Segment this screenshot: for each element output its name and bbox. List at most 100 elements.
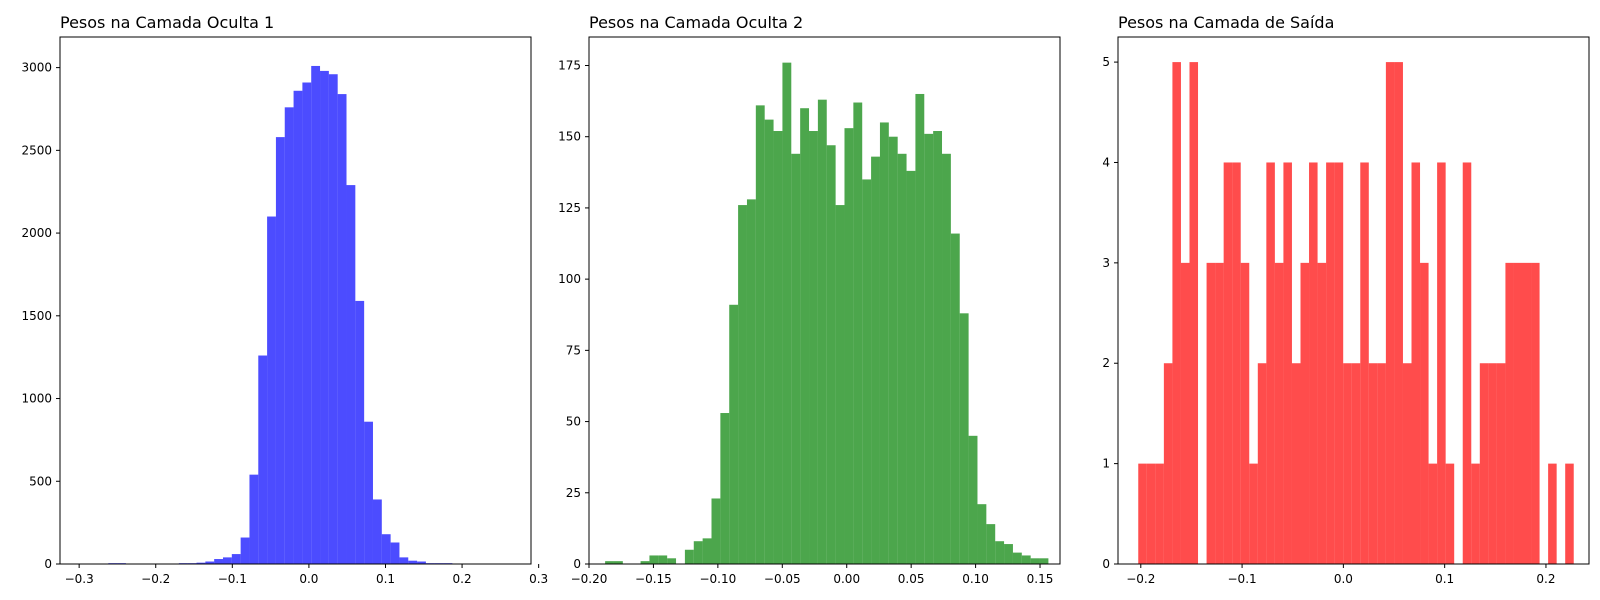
- histogram-bar: [888, 136, 898, 564]
- histogram-bar: [1488, 363, 1497, 564]
- histogram-bar: [1232, 162, 1241, 564]
- histogram-bar: [693, 541, 703, 564]
- histogram-bar: [826, 145, 836, 564]
- histogram-bar: [267, 216, 276, 564]
- histogram-bar: [1172, 62, 1181, 564]
- histogram-bar: [337, 94, 347, 564]
- histogram-bar: [240, 537, 250, 564]
- x-tick-label: 0.1: [376, 572, 395, 586]
- histogram-bar: [1548, 463, 1557, 564]
- x-tick-label: 0.00: [833, 572, 860, 586]
- histogram-bar: [817, 99, 827, 564]
- histogram-bar: [924, 133, 934, 564]
- histogram-bar: [933, 131, 943, 564]
- histogram-bar: [959, 313, 969, 564]
- histogram-bar: [1012, 552, 1022, 564]
- histogram-bar: [711, 498, 721, 564]
- histogram-bar: [1411, 162, 1421, 564]
- y-tick-label: 5: [1102, 55, 1110, 69]
- histogram-bar: [320, 70, 329, 565]
- y-tick-label: 0: [573, 557, 581, 571]
- x-tick-label: −0.2: [141, 572, 170, 586]
- x-tick-label: 0.2: [1536, 572, 1555, 586]
- histogram-bar: [950, 233, 960, 564]
- histogram-bar: [1004, 544, 1013, 564]
- x-tick-label: −0.15: [635, 572, 672, 586]
- histogram-bar: [1300, 262, 1310, 564]
- histogram-bar: [897, 153, 907, 564]
- histogram-bar: [1471, 463, 1480, 564]
- histogram-bar: [372, 499, 382, 564]
- histogram-bar: [640, 561, 650, 564]
- x-tick-label: 0.1: [1435, 572, 1454, 586]
- histogram-bar: [995, 541, 1005, 564]
- histogram-bar: [196, 562, 206, 564]
- histogram-bar: [702, 538, 712, 564]
- axes-frame: [588, 36, 1061, 565]
- histogram-bar: [1377, 363, 1386, 564]
- histogram-bar: [346, 185, 356, 564]
- x-tick-label: −0.10: [699, 572, 736, 586]
- histogram-bar: [764, 119, 774, 564]
- histogram-bar: [1266, 162, 1275, 564]
- y-tick-label: 0: [1102, 557, 1110, 571]
- histogram-bars: [605, 62, 1049, 565]
- y-tick-label: 2000: [21, 226, 52, 240]
- histogram-bar: [773, 131, 783, 564]
- histogram-bar: [390, 542, 400, 564]
- y-tick-label: 1: [1102, 457, 1110, 471]
- y-tick-label: 175: [558, 58, 581, 72]
- y-tick-label: 1000: [21, 392, 52, 406]
- chart-title: Pesos na Camada Oculta 2: [589, 13, 803, 32]
- histogram-bar: [720, 413, 730, 564]
- histogram-bar: [1240, 262, 1250, 564]
- histogram-bar: [249, 474, 259, 564]
- histogram-bar: [1402, 363, 1412, 564]
- histogram-bar: [355, 300, 365, 564]
- histogram-bar: [1291, 363, 1301, 564]
- histogram-bar: [1565, 463, 1574, 564]
- histogram-bar: [1351, 363, 1361, 564]
- histogram-bar: [1189, 62, 1199, 564]
- histogram-bar: [915, 93, 925, 565]
- histogram-bar: [1223, 162, 1233, 564]
- histogram-bar: [1030, 558, 1040, 564]
- histogram-bar: [275, 137, 285, 565]
- histogram-bar: [1445, 463, 1455, 564]
- chart-title: Pesos na Camada de Saída: [1118, 13, 1334, 32]
- x-tick-label: 0.0: [299, 572, 318, 586]
- histogram-bar: [605, 561, 614, 564]
- histogram-panel-2: −0.20 −0.15 −0.10 −0.05 0.00 0.05 0.10 0.15 0 25 5…: [558, 13, 1061, 586]
- histogram-bar: [214, 559, 223, 564]
- histogram-bar: [258, 355, 268, 564]
- histogram-panel-3: −0.2 −0.1 0.0 0.1 0.2 0 1 2 3 4 5 Pesos na Camada d…: [1102, 13, 1590, 586]
- histogram-bars: [81, 65, 523, 565]
- histogram-bar: [1360, 162, 1369, 564]
- histogram-bar: [1317, 262, 1327, 564]
- histogram-bar: [231, 554, 241, 564]
- histogram-bar: [835, 205, 845, 565]
- histogram-bar: [791, 153, 801, 564]
- histogram-panel-1: −0.3 −0.2 −0.1 0.0 0.1 0.2 0.3 0 500 1000 1500 2000…: [21, 13, 548, 586]
- histogram-bar: [755, 105, 765, 565]
- histogram-bar: [1428, 463, 1438, 564]
- histogram-bar: [399, 557, 409, 564]
- histogram-bar: [1274, 262, 1284, 564]
- histogram-bar: [1039, 558, 1049, 564]
- histogram-bar: [1420, 262, 1429, 564]
- histogram-bar: [1368, 363, 1378, 564]
- histogram-bar: [364, 421, 373, 564]
- histogram-bar: [862, 179, 872, 564]
- y-tick-label: 4: [1102, 155, 1110, 169]
- x-tick-label: 0.0: [1334, 572, 1353, 586]
- histogram-bar: [1326, 162, 1335, 564]
- histogram-bar: [1283, 162, 1292, 564]
- histogram-bar: [1206, 262, 1216, 564]
- y-tick-label: 500: [29, 474, 52, 488]
- histogram-bar: [1021, 555, 1031, 564]
- histogram-bar: [738, 205, 747, 565]
- x-tick-label: −0.20: [571, 572, 608, 586]
- x-tick-label: 0.2: [453, 572, 472, 586]
- histogram-bar: [906, 170, 916, 565]
- x-tick-label: −0.1: [218, 572, 247, 586]
